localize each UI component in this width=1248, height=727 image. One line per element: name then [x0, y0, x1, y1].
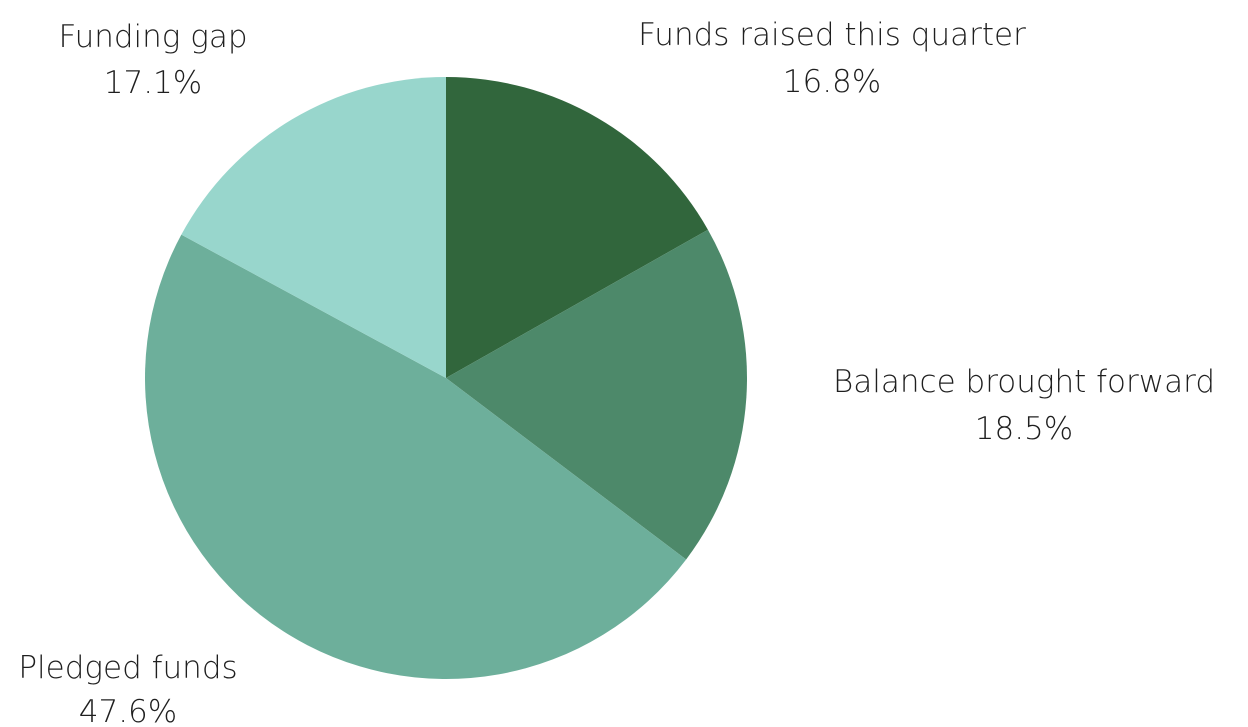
pie-slice-funding-gap [181, 77, 446, 378]
pie-slices [145, 77, 748, 679]
slice-label-value: 18.5% [975, 411, 1073, 447]
slice-labels: Funds raised this quarter 16.8% Balance br… [18, 17, 1215, 727]
pie-slice-balance-brought-forward [446, 229, 748, 560]
slice-label-name: Funding gap [58, 19, 247, 55]
slice-label-value: 47.6% [79, 694, 177, 727]
slice-label-name: Pledged funds [18, 650, 237, 686]
slice-label-name: Funds raised this quarter [638, 17, 1026, 53]
pie-slice-funds-raised-this-quarter [446, 77, 708, 378]
slice-label-value: 17.1% [104, 65, 202, 101]
pie-slice-pledged-funds [145, 234, 687, 679]
slice-label-value: 16.8% [783, 64, 881, 100]
slice-label-name: Balance brought forward [833, 364, 1215, 400]
